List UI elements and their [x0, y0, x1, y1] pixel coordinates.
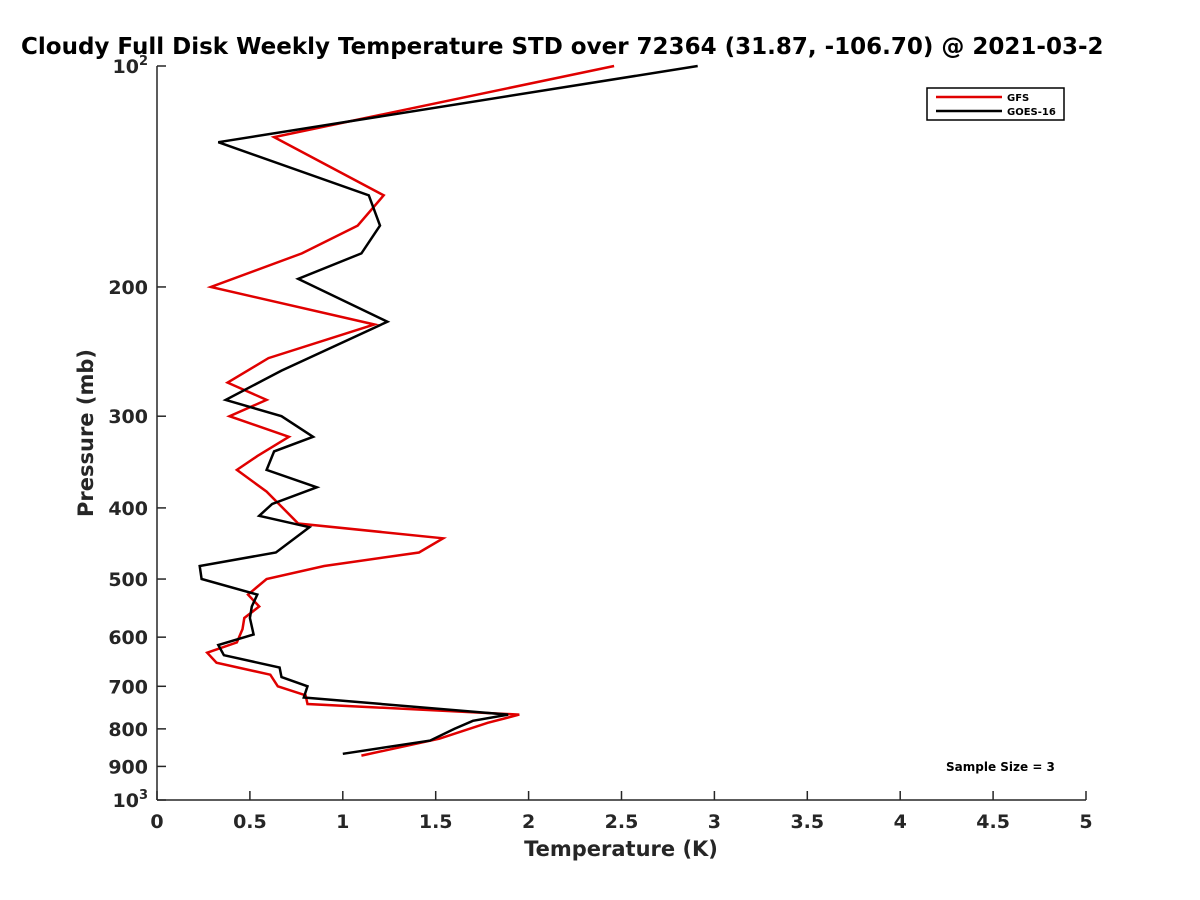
y-tick-label: 103 — [113, 788, 149, 812]
x-tick-label: 1 — [336, 811, 349, 833]
series-layer — [198, 64, 698, 757]
series-line-gfs — [204, 64, 615, 757]
legend-box — [926, 87, 1065, 121]
x-tick-label: 3 — [708, 811, 721, 833]
y-tick-label: 300 — [108, 406, 148, 428]
x-tick-label: 2 — [522, 811, 535, 833]
y-tick-label: 700 — [108, 676, 148, 698]
x-tick-label: 4.5 — [976, 811, 1010, 833]
y-tick-label: 500 — [108, 569, 148, 591]
x-tick-label: 5 — [1079, 811, 1092, 833]
y-tick-label: 400 — [108, 498, 148, 520]
plot-area: 0 0.5 1 1.5 2 2.5 3 3.5 4 4.5 5 102 200 300 400 500 600… — [108, 54, 1092, 833]
y-tick-label: 800 — [108, 719, 148, 741]
y-axis-label: Pressure (mb) — [74, 349, 98, 517]
x-tick-label: 1.5 — [419, 811, 453, 833]
x-tick-label: 2.5 — [605, 811, 639, 833]
x-ticks: 0 0.5 1 1.5 2 2.5 3 3.5 4 4.5 5 — [150, 791, 1093, 833]
x-axis-label: Temperature (K) — [524, 837, 718, 861]
y-ticks: 102 200 300 400 500 600 700 800 900 103 — [108, 54, 166, 812]
x-tick-label: 0.5 — [233, 811, 267, 833]
legend-label-gfs: GFS — [1007, 93, 1029, 104]
legend-label-goes16: GOES-16 — [1007, 107, 1056, 118]
x-tick-label: 0 — [150, 811, 163, 833]
y-tick-label: 900 — [108, 756, 148, 778]
y-tick-label: 200 — [108, 277, 148, 299]
y-tick-label: 600 — [108, 627, 148, 649]
x-tick-label: 4 — [894, 811, 907, 833]
x-tick-label: 3.5 — [790, 811, 824, 833]
chart-title: Cloudy Full Disk Weekly Temperature STD … — [21, 34, 1104, 60]
sample-size-annotation: Sample Size = 3 — [946, 760, 1055, 774]
y-tick-label: 102 — [113, 54, 149, 78]
legend: GFS GOES-16 — [926, 87, 1065, 121]
series-line-goes-16 — [198, 64, 698, 756]
